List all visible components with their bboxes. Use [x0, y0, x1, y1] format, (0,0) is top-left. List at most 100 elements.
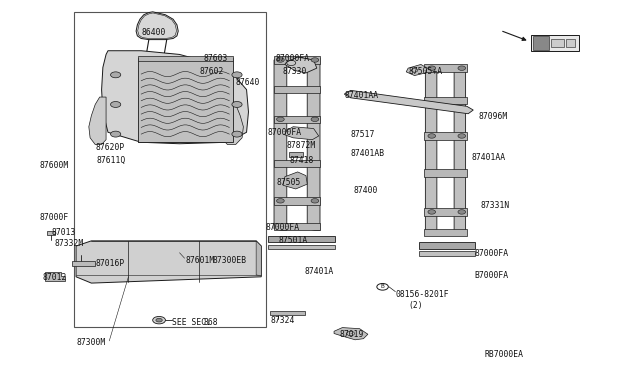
Text: 87000FA: 87000FA: [474, 249, 509, 258]
Text: 868: 868: [204, 318, 218, 327]
Text: 87505+A: 87505+A: [408, 67, 442, 76]
Text: 87000FA: 87000FA: [266, 223, 300, 232]
Bar: [424, 169, 467, 177]
Bar: [274, 223, 320, 231]
Bar: [424, 132, 467, 140]
Bar: [138, 58, 232, 141]
Polygon shape: [223, 97, 243, 144]
Text: 87601M: 87601M: [186, 256, 215, 264]
Bar: [274, 56, 320, 64]
Circle shape: [111, 72, 121, 78]
Bar: [274, 86, 320, 93]
Text: 87603: 87603: [204, 54, 228, 62]
Text: 87300M: 87300M: [76, 338, 106, 347]
Circle shape: [276, 58, 284, 62]
Text: 87300EB: 87300EB: [212, 256, 247, 264]
Text: 87012: 87012: [42, 273, 67, 282]
Polygon shape: [283, 172, 307, 189]
Polygon shape: [47, 231, 55, 235]
Bar: [424, 208, 467, 216]
Circle shape: [458, 66, 466, 70]
Polygon shape: [426, 67, 437, 234]
Text: 87401AB: 87401AB: [351, 149, 385, 158]
Bar: [532, 36, 548, 49]
Text: B7000FA: B7000FA: [474, 271, 509, 280]
Bar: [566, 39, 575, 47]
Polygon shape: [454, 67, 466, 234]
Circle shape: [232, 131, 242, 137]
Polygon shape: [285, 57, 317, 73]
Circle shape: [311, 117, 319, 122]
Bar: [274, 116, 320, 123]
Text: 87330: 87330: [283, 67, 307, 76]
Polygon shape: [136, 12, 178, 39]
Text: 87000F: 87000F: [39, 213, 68, 222]
Text: 87418: 87418: [289, 155, 314, 164]
Text: 87517: 87517: [351, 130, 375, 140]
Circle shape: [428, 66, 436, 70]
Polygon shape: [102, 51, 248, 144]
Circle shape: [276, 199, 284, 203]
Text: 87401A: 87401A: [304, 267, 333, 276]
Bar: [268, 244, 335, 249]
Text: 87000FA: 87000FA: [268, 128, 301, 137]
Circle shape: [276, 117, 284, 122]
Bar: [74, 12, 266, 327]
Circle shape: [311, 199, 319, 203]
Bar: [424, 97, 467, 105]
Circle shape: [111, 131, 121, 137]
Text: SEE SEC.: SEE SEC.: [172, 318, 211, 327]
Circle shape: [232, 72, 242, 78]
Polygon shape: [334, 328, 368, 340]
Bar: [419, 251, 475, 256]
Text: 86400: 86400: [141, 28, 166, 37]
Text: 87401AA: 87401AA: [472, 153, 506, 161]
Text: 87611Q: 87611Q: [97, 155, 125, 164]
Text: 87600M: 87600M: [39, 161, 68, 170]
Bar: [274, 197, 320, 205]
Text: 87019: 87019: [339, 330, 364, 340]
Polygon shape: [285, 127, 319, 140]
Text: 87640: 87640: [236, 78, 260, 87]
Text: 87331N: 87331N: [481, 201, 510, 210]
Circle shape: [232, 102, 242, 108]
Polygon shape: [344, 90, 473, 114]
Polygon shape: [45, 272, 65, 280]
Text: 87401AA: 87401AA: [344, 91, 378, 100]
Text: 87400: 87400: [353, 186, 378, 195]
Bar: [270, 311, 305, 315]
Circle shape: [156, 318, 163, 322]
Text: 87872M: 87872M: [287, 141, 316, 151]
Text: 87501A: 87501A: [278, 236, 308, 246]
Bar: [424, 64, 467, 72]
Polygon shape: [274, 58, 287, 231]
Polygon shape: [89, 97, 106, 144]
Bar: [531, 35, 579, 51]
Text: 87620P: 87620P: [95, 142, 124, 151]
Circle shape: [111, 102, 121, 108]
Circle shape: [458, 134, 466, 138]
Text: 87505: 87505: [276, 178, 301, 187]
Circle shape: [311, 58, 319, 62]
Bar: [274, 160, 320, 167]
Text: 87096M: 87096M: [478, 112, 508, 121]
Polygon shape: [76, 241, 261, 283]
Circle shape: [428, 134, 436, 138]
Polygon shape: [256, 241, 261, 276]
Text: 87013: 87013: [52, 228, 76, 237]
Text: 87000FA: 87000FA: [275, 54, 309, 62]
Text: (2): (2): [408, 301, 423, 310]
Text: B: B: [381, 284, 385, 289]
Circle shape: [428, 210, 436, 214]
Text: 87602: 87602: [200, 67, 224, 76]
Bar: [138, 56, 232, 61]
Polygon shape: [307, 58, 320, 231]
Circle shape: [458, 210, 466, 214]
Bar: [419, 242, 475, 249]
Text: 87016P: 87016P: [95, 259, 124, 268]
Bar: [289, 151, 303, 157]
Text: 87332M: 87332M: [55, 239, 84, 248]
Bar: [268, 235, 335, 242]
Circle shape: [153, 317, 166, 324]
Text: RB7000EA: RB7000EA: [484, 350, 524, 359]
